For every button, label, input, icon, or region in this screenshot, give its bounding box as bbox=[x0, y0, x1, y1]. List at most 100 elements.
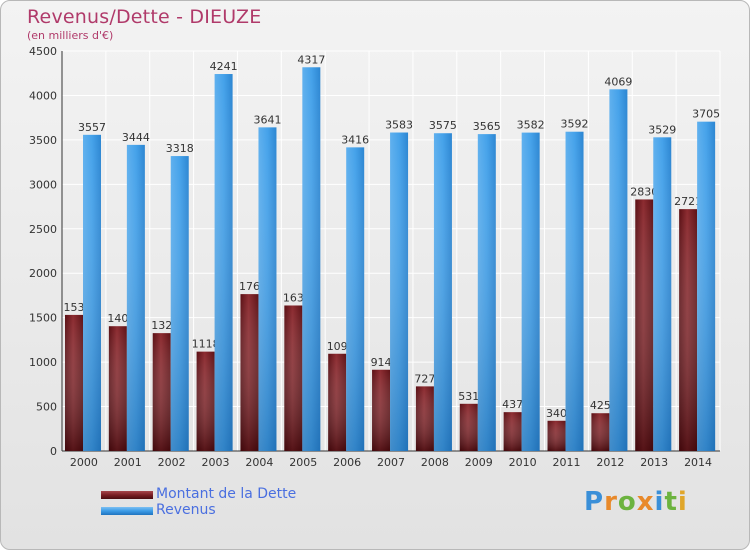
bar-debt-shade-2003 bbox=[196, 351, 215, 451]
bar-revenue-shade-2001 bbox=[126, 144, 145, 451]
data-label-debt-2000: 153 bbox=[64, 301, 85, 314]
chart-subtitle: (en milliers d'€) bbox=[27, 29, 114, 42]
y-tick-label: 500 bbox=[36, 401, 57, 414]
x-tick-label-2001: 2001 bbox=[114, 456, 142, 469]
data-label-revenue-2005: 4317 bbox=[297, 53, 325, 66]
bar-revenue-shade-2009 bbox=[477, 134, 496, 451]
data-label-revenue-2003: 4241 bbox=[210, 60, 238, 73]
data-label-revenue-2002: 3318 bbox=[166, 142, 194, 155]
x-tick-label-2008: 2008 bbox=[421, 456, 449, 469]
data-label-debt-2001: 140 bbox=[107, 312, 128, 325]
bar-debt-shade-2001 bbox=[108, 326, 127, 451]
bar-debt-shade-2010 bbox=[503, 412, 522, 451]
data-label-revenue-2007: 3583 bbox=[385, 119, 413, 132]
x-tick-label-2013: 2013 bbox=[640, 456, 668, 469]
bar-revenue-shade-2004 bbox=[258, 127, 277, 451]
logo-letter: P bbox=[584, 487, 605, 517]
legend-swatch-revenue bbox=[101, 507, 153, 515]
data-label-revenue-2006: 3416 bbox=[341, 133, 369, 146]
x-tick-label-2005: 2005 bbox=[289, 456, 317, 469]
logo-letter: r bbox=[604, 487, 618, 517]
x-tick-label-2012: 2012 bbox=[596, 456, 624, 469]
bar-revenue-shade-2010 bbox=[521, 132, 540, 451]
data-label-debt-2012: 425 bbox=[590, 399, 611, 412]
data-label-debt-2002: 132 bbox=[151, 319, 172, 332]
bar-debt-shade-2008 bbox=[415, 386, 434, 451]
data-label-debt-2014: 2721 bbox=[674, 195, 702, 208]
logo-letter: t bbox=[664, 487, 678, 517]
logo-letter: o bbox=[617, 487, 637, 517]
data-label-debt-2007: 914 bbox=[371, 356, 392, 369]
data-label-debt-2010: 437 bbox=[502, 398, 523, 411]
data-label-debt-2003: 1118 bbox=[192, 338, 220, 351]
x-tick-label-2014: 2014 bbox=[684, 456, 712, 469]
data-label-debt-2011: 340 bbox=[546, 407, 567, 420]
proxiti-logo: Proxiti bbox=[584, 487, 688, 517]
bar-revenue-shade-2005 bbox=[302, 67, 321, 452]
bar-debt-shade-2002 bbox=[152, 333, 171, 451]
bar-revenue-shade-2012 bbox=[609, 89, 628, 452]
bar-revenue-shade-2008 bbox=[433, 133, 452, 451]
x-tick-label-2010: 2010 bbox=[509, 456, 537, 469]
data-label-revenue-2001: 3444 bbox=[122, 131, 150, 144]
data-label-debt-2004: 176 bbox=[239, 280, 260, 293]
data-label-revenue-2010: 3582 bbox=[517, 119, 545, 132]
bar-debt-shade-2012 bbox=[591, 413, 610, 451]
bar-debt-shade-2011 bbox=[547, 420, 566, 451]
x-tick-label-2006: 2006 bbox=[333, 456, 361, 469]
bar-debt-shade-2013 bbox=[635, 199, 654, 451]
bar-revenue-shade-2003 bbox=[214, 74, 233, 452]
logo-letter: i bbox=[654, 487, 665, 517]
y-tick-label: 1500 bbox=[29, 312, 57, 325]
bar-debt-shade-2007 bbox=[372, 369, 391, 451]
data-label-debt-2013: 2830 bbox=[630, 185, 658, 198]
data-label-debt-2006: 109 bbox=[327, 340, 348, 353]
bar-debt-shade-2014 bbox=[679, 209, 698, 451]
bar-revenue-shade-2014 bbox=[697, 121, 716, 452]
data-label-revenue-2009: 3565 bbox=[473, 120, 501, 133]
y-tick-label: 2500 bbox=[29, 223, 57, 236]
x-tick-label-2003: 2003 bbox=[202, 456, 230, 469]
bar-revenue-shade-2002 bbox=[170, 156, 189, 452]
data-label-revenue-2014: 3705 bbox=[692, 108, 720, 121]
bar-revenue-shade-2011 bbox=[565, 131, 584, 451]
y-tick-label: 2000 bbox=[29, 267, 57, 280]
y-tick-label: 4000 bbox=[29, 89, 57, 102]
y-tick-label: 1000 bbox=[29, 356, 57, 369]
chart-title: Revenus/Dette - DIEUZE bbox=[27, 6, 262, 28]
data-label-revenue-2004: 3641 bbox=[253, 113, 281, 126]
bar-debt-shade-2004 bbox=[240, 294, 259, 451]
x-tick-label-2007: 2007 bbox=[377, 456, 405, 469]
data-label-revenue-2000: 3557 bbox=[78, 121, 106, 134]
bar-debt-shade-2009 bbox=[459, 403, 478, 451]
data-label-revenue-2012: 4069 bbox=[604, 75, 632, 88]
y-tick-label: 4500 bbox=[29, 45, 57, 58]
legend-label-revenue: Revenus bbox=[156, 502, 216, 518]
logo-letter: x bbox=[636, 487, 655, 517]
x-tick-label-2009: 2009 bbox=[465, 456, 493, 469]
y-tick-label: 3500 bbox=[29, 134, 57, 147]
x-tick-label-2004: 2004 bbox=[245, 456, 273, 469]
logo-letter: i bbox=[677, 487, 688, 517]
bar-revenue-shade-2007 bbox=[390, 132, 409, 451]
legend-label-debt: Montant de la Dette bbox=[156, 486, 297, 502]
data-label-revenue-2013: 3529 bbox=[648, 123, 676, 136]
data-label-revenue-2008: 3575 bbox=[429, 119, 457, 132]
bar-revenue-shade-2000 bbox=[83, 134, 101, 452]
x-tick-label-2011: 2011 bbox=[552, 456, 580, 469]
data-label-debt-2009: 531 bbox=[458, 390, 479, 403]
bar-debt-shade-2000 bbox=[65, 314, 83, 451]
x-tick-label-2000: 2000 bbox=[70, 456, 98, 469]
x-tick-label-2002: 2002 bbox=[158, 456, 186, 469]
data-label-debt-2008: 727 bbox=[414, 372, 435, 385]
data-label-revenue-2011: 3592 bbox=[561, 118, 589, 131]
bar-debt-shade-2005 bbox=[284, 305, 303, 451]
y-tick-label: 3000 bbox=[29, 178, 57, 191]
bar-revenue-shade-2006 bbox=[346, 147, 365, 451]
data-label-debt-2005: 163 bbox=[283, 291, 304, 304]
bar-revenue-shade-2013 bbox=[653, 137, 672, 452]
y-tick-label: 0 bbox=[50, 445, 57, 458]
legend-swatch-debt bbox=[101, 491, 153, 499]
